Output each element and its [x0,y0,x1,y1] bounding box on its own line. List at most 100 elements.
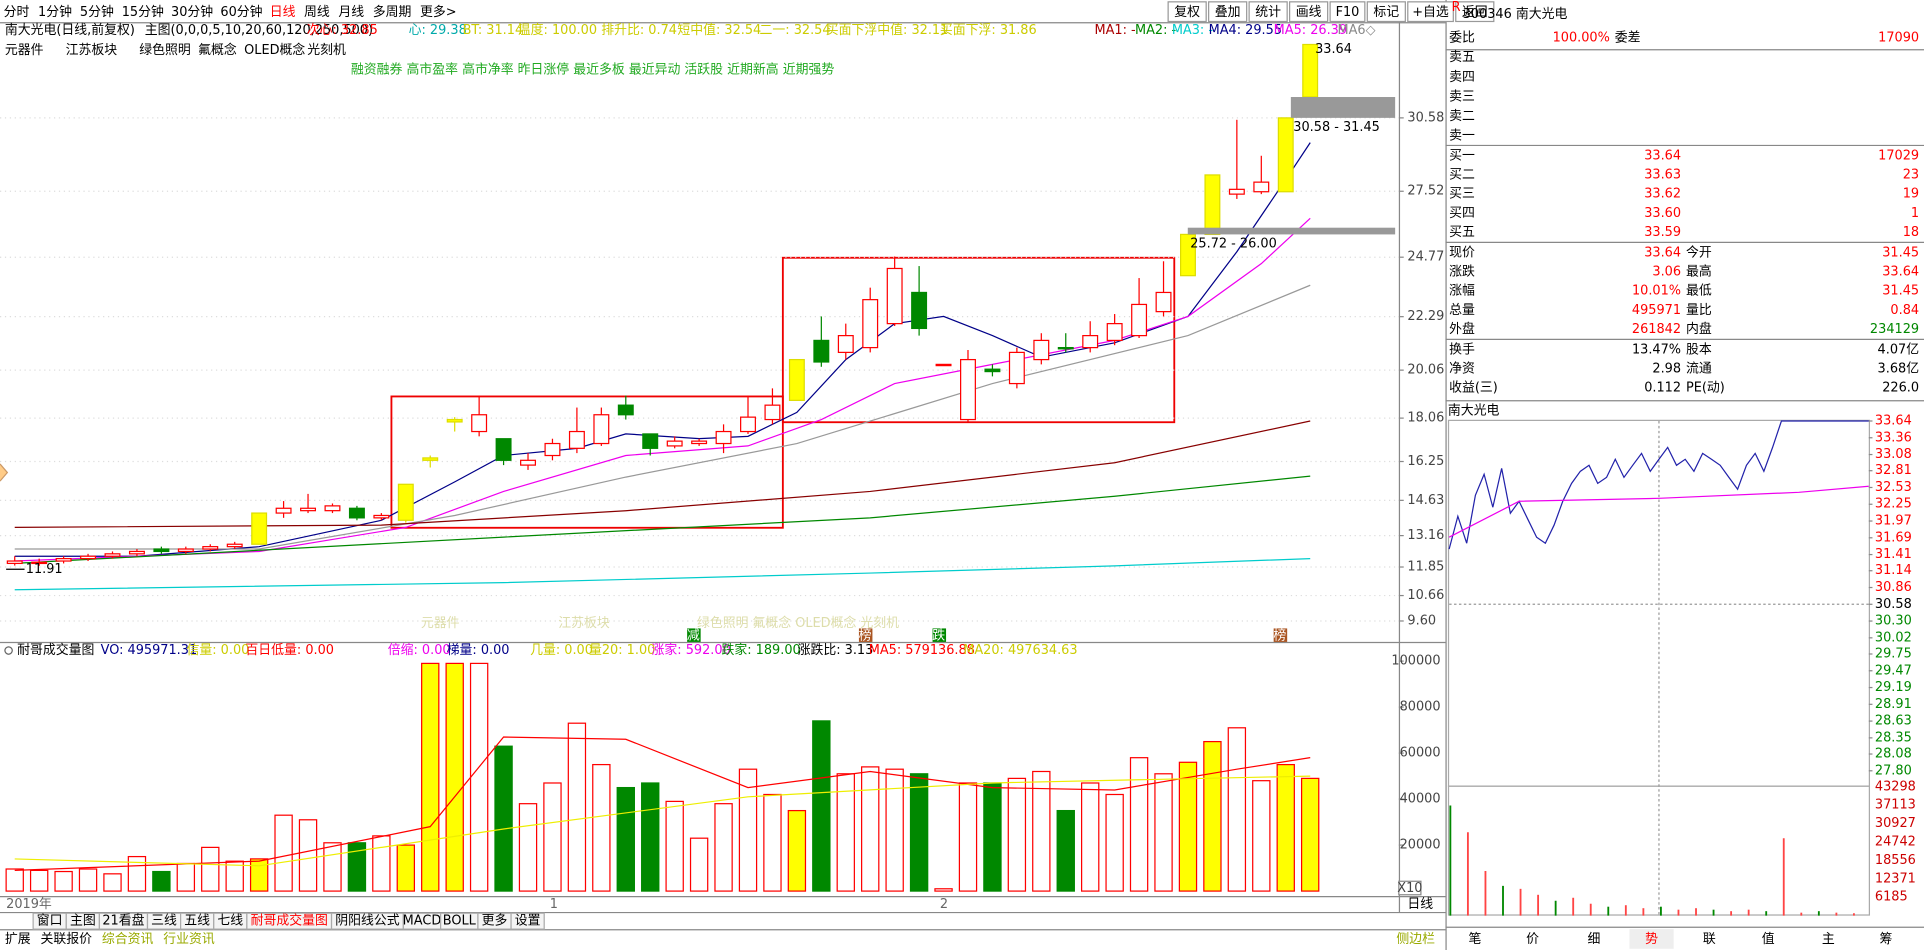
y-tick-label: 100000 [1391,654,1440,669]
toolbar-button[interactable]: 月线 [338,5,364,20]
link[interactable]: 扩展 [5,932,31,947]
chart-title: 南大光电(日线,前复权) [5,22,135,38]
label: 最低 [1686,284,1712,299]
toolbar-button[interactable]: 60分钟 [220,4,262,20]
toolbar-button[interactable]: 返回 [1462,5,1488,20]
candle-body [666,440,683,447]
toolbar-button-frame[interactable] [1208,1,1248,23]
link[interactable]: 关联报价 [40,932,92,947]
candle-body [911,291,928,330]
indicator: 买面下浮中值: 32.11 [826,22,949,38]
gap-label: 25.72 - 26.00 [1190,237,1277,252]
volume-bar [861,766,880,892]
event-marker-label: 减 [687,628,700,643]
sell-level: 卖一 [1449,129,1475,144]
volume-indicator: 几量: 0.00 [530,643,593,658]
highlight-box [390,395,784,529]
tab-frame[interactable] [510,912,545,930]
y-tick-label: 28.63 [1875,714,1912,729]
tab[interactable]: 三线 [151,914,177,929]
toolbar-button[interactable]: 多周期 [373,5,412,20]
tab[interactable]: 耐哥成交量图 [251,913,328,929]
high-label: 33.64 [1315,42,1352,57]
volume-indicator: 信量: 0.00 [187,643,250,658]
tab[interactable]: 窗口 [37,913,63,929]
toolbar-button[interactable]: 30分钟 [171,4,213,20]
scale-label: X10 [1397,881,1422,896]
y-tick-label: 30.58 [1875,597,1912,612]
event-marker-label: 榜 [859,627,872,643]
tab[interactable]: 更多 [482,914,508,929]
toolbar-button-frame[interactable] [1248,1,1288,23]
label: 外盘 [1449,321,1475,337]
toolbar-button[interactable]: 复权 [1174,4,1200,20]
sidebar-button[interactable]: 侧边栏 [1396,932,1435,947]
toolbar-button[interactable]: 更多> [420,5,457,20]
indicator: 次心: 32.85 [307,23,378,38]
tab[interactable]: MACD [403,914,442,929]
tab[interactable]: 价 [1526,932,1539,947]
toolbar-button[interactable]: 叠加 [1215,5,1241,20]
volume-bar [323,842,342,892]
link[interactable]: 行业资讯 [163,932,215,947]
y-tick-label: 14.63 [1407,493,1444,508]
tab-highlight[interactable] [1629,929,1674,949]
tab[interactable]: 五线 [184,914,210,929]
ma-line [14,420,1311,529]
tab[interactable]: BOLL [443,914,477,929]
tab[interactable]: 势 [1645,931,1658,947]
toolbar-button[interactable]: 统计 [1255,5,1281,20]
tab[interactable]: 主图 [70,914,96,929]
volume-tick-label: 18556 [1875,853,1916,868]
y-tick-label: 33.64 [1875,413,1912,428]
toolbar-button[interactable]: F10 [1336,5,1360,20]
toolbar-button[interactable]: 画线 [1296,5,1322,20]
volume-bar [1056,809,1075,892]
toolbar-button[interactable]: 标记 [1373,5,1399,20]
toolbar-button-frame[interactable] [1289,1,1329,23]
toolbar-button[interactable]: 1分钟 [38,4,72,20]
buy-price: 33.63 [1644,168,1681,183]
tab[interactable]: 联 [1703,932,1716,947]
label: 委比 [1449,31,1475,46]
toolbar-button[interactable]: +自选 [1412,5,1449,20]
toolbar-button-frame[interactable] [1329,1,1366,23]
label: 内盘 [1686,321,1712,337]
toolbar-button-frame[interactable] [1455,1,1495,23]
sell-level: 卖二 [1449,109,1475,124]
tab[interactable]: 21看盘 [102,913,144,929]
volume-bar [518,803,538,892]
tab[interactable]: 设置 [515,914,541,929]
tab[interactable]: 筹 [1880,931,1893,947]
y-tick-label: 31.69 [1875,530,1912,545]
link[interactable]: 综合资讯 [102,932,154,947]
volume-bar [567,722,587,892]
tab[interactable]: 细 [1587,932,1600,947]
toolbar-button-frame[interactable] [1407,1,1454,23]
candle-body [6,560,23,565]
tab[interactable]: 主 [1822,932,1835,947]
toolbar-button[interactable]: 15分钟 [122,4,164,20]
indicator: 心: 29.38 [409,23,467,38]
volume-bar [1007,777,1027,892]
y-tick-label: 20000 [1400,838,1441,853]
y-tick-label: 60000 [1400,746,1441,761]
toolbar-button-frame[interactable] [1366,1,1406,23]
ma-legend: MA4: 29.55 [1209,23,1282,38]
toolbar-button[interactable]: 周线 [304,5,330,20]
label: 17090 [1878,31,1919,46]
volume-bar [54,870,73,892]
tab[interactable]: 阴阳线公式 [335,914,399,929]
tab[interactable]: 值 [1762,931,1775,947]
tab[interactable]: 七线 [217,914,243,929]
toolbar-button[interactable]: 5分钟 [80,4,114,20]
volume-indicator: 涨家: 592.00 [652,642,731,658]
tab[interactable]: 笔 [1468,931,1481,947]
low-label: 11.91 [26,562,63,577]
toolbar-button[interactable]: 分时 [4,5,30,20]
toolbar-button-frame[interactable] [1167,1,1207,23]
stock-value: 2.98 [1652,361,1681,376]
volume-bar [763,793,782,892]
toolbar-button[interactable]: 日线 [270,5,296,20]
volume-bar [885,768,904,892]
